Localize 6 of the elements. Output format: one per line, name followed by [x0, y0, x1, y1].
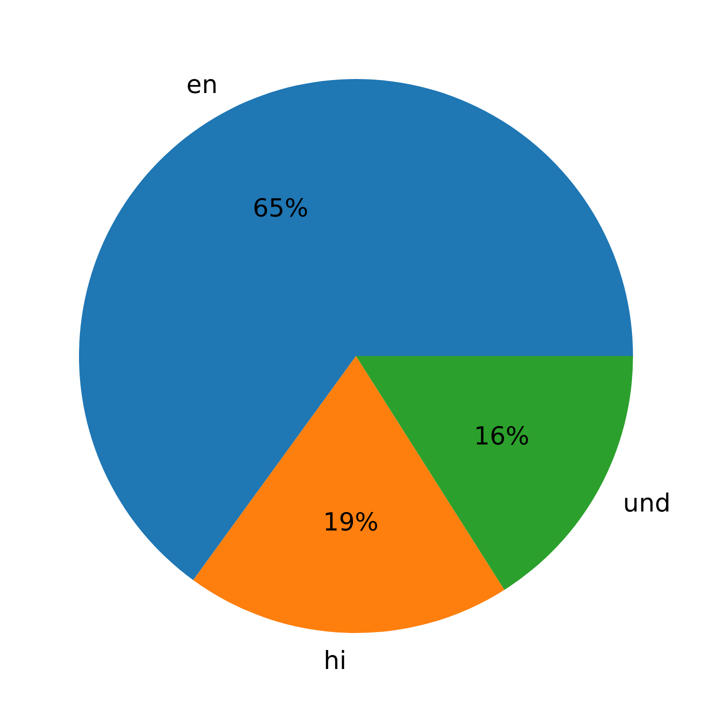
slice-label: und [623, 488, 671, 518]
data-label: 19% [322, 508, 379, 537]
slice-label: en [186, 70, 218, 100]
data-label: 16% [474, 422, 530, 451]
data-label: 65% [252, 193, 308, 222]
slice-label: hi [324, 646, 346, 676]
